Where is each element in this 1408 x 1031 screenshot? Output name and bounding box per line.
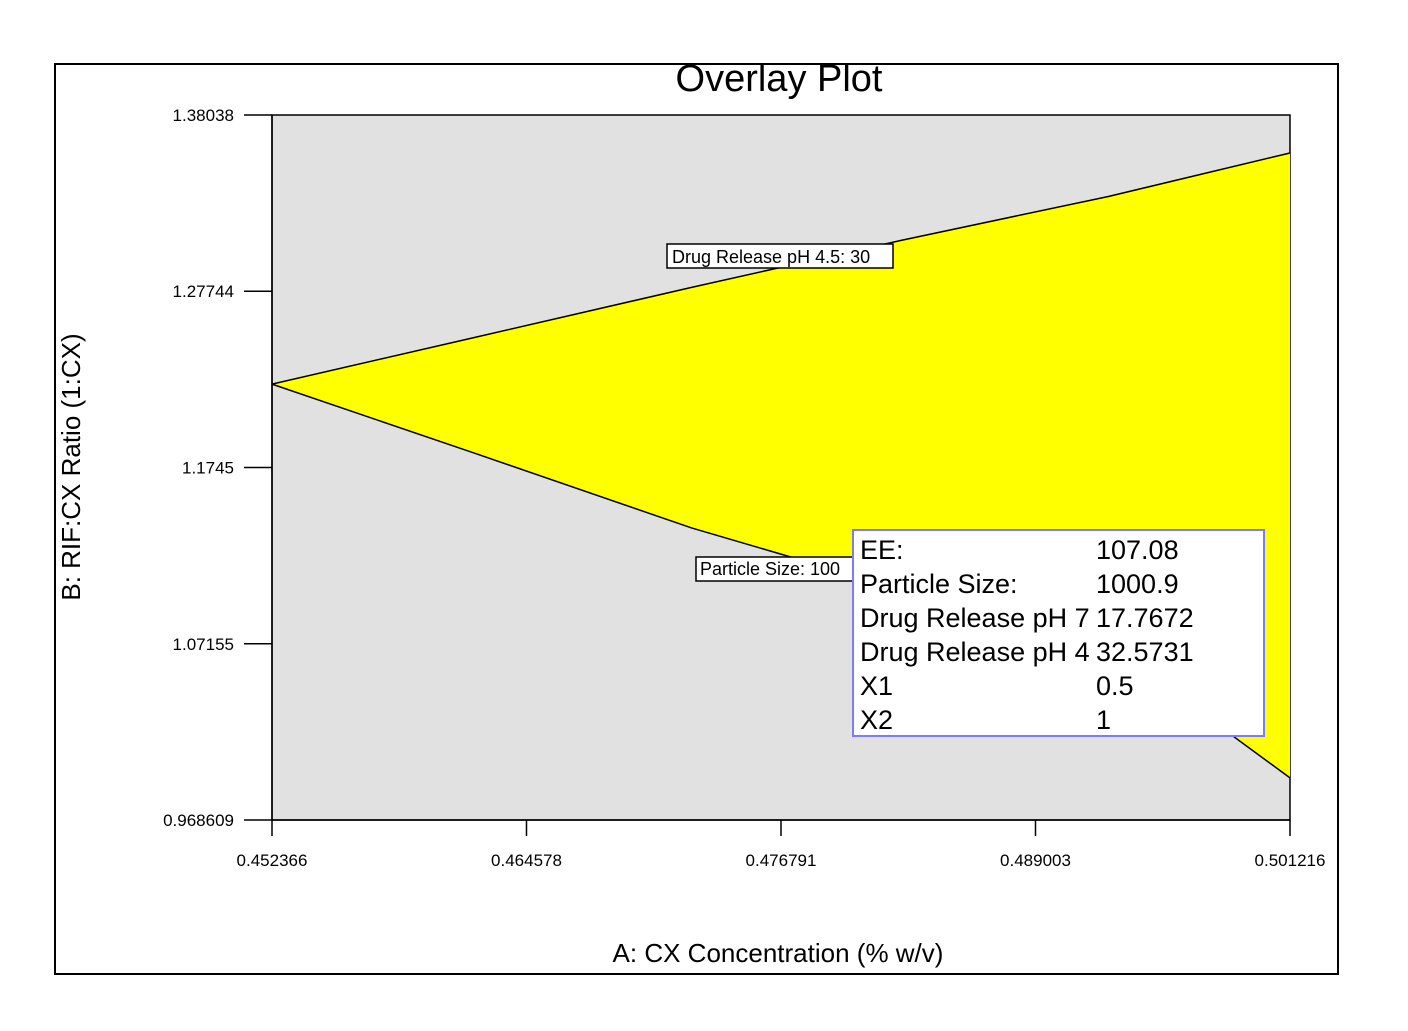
info-value: 32.5731 — [1096, 637, 1194, 667]
info-value: 17.7672 — [1096, 603, 1194, 633]
chart-title: Overlay Plot — [675, 58, 883, 100]
y-axis-title: B: RIF:CX Ratio (1:CX) — [56, 333, 86, 600]
info-key: EE: — [860, 535, 904, 565]
x-tick-label: 0.464578 — [491, 851, 562, 870]
x-tick-label: 0.501216 — [1255, 851, 1326, 870]
upper-contour-label: Drug Release pH 4.5: 30 — [666, 243, 894, 269]
info-value: 1 — [1096, 705, 1112, 735]
point-info-box: EE: 107.08 Particle Size: 1000.9 Drug Re… — [852, 529, 1265, 737]
info-value: 107.08 — [1096, 535, 1179, 565]
chart-frame — [54, 63, 1339, 975]
info-key: X1 — [860, 671, 894, 701]
y-tick-label: 1.07155 — [173, 635, 234, 654]
x-axis-title: A: CX Concentration (% w/v) — [613, 938, 944, 968]
x-tick-label: 0.489003 — [1000, 851, 1071, 870]
axes: 0.452366 0.464578 0.476791 0.489003 0.501216… — [163, 106, 1325, 870]
info-value: 1000.9 — [1096, 569, 1179, 599]
x-tick-label: 0.476791 — [746, 851, 817, 870]
y-tick-label: 0.968609 — [163, 811, 234, 830]
x-tick-label: 0.452366 — [237, 851, 308, 870]
info-value: 0.5 — [1096, 671, 1134, 701]
y-tick-label: 1.1745 — [182, 458, 234, 477]
lower-contour-label: Particle Size: 100 — [695, 556, 857, 582]
y-tick-label: 1.27744 — [173, 282, 234, 301]
lower-contour-label-text: Particle Size: 100 — [700, 559, 840, 579]
info-key: Particle Size: — [860, 569, 1018, 599]
info-key: Drug Release pH 4 — [860, 637, 1090, 667]
upper-contour-label-text: Drug Release pH 4.5: 30 — [672, 247, 870, 267]
info-key: Drug Release pH 7 — [860, 603, 1090, 633]
info-key: X2 — [860, 705, 894, 735]
y-tick-label: 1.38038 — [173, 106, 234, 125]
